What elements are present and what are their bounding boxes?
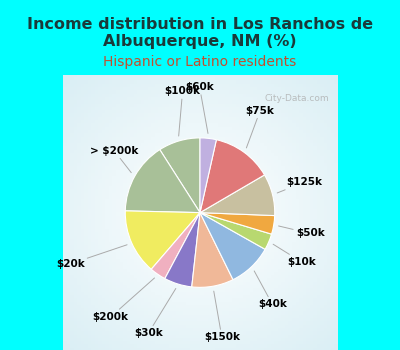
Text: $30k: $30k	[134, 288, 176, 338]
Wedge shape	[125, 150, 200, 212]
Text: $40k: $40k	[254, 271, 287, 309]
Wedge shape	[125, 211, 200, 269]
Wedge shape	[200, 212, 275, 234]
Text: $10k: $10k	[273, 244, 316, 267]
Wedge shape	[200, 212, 265, 280]
Text: $75k: $75k	[246, 106, 275, 148]
Text: City-Data.com: City-Data.com	[264, 94, 329, 104]
Wedge shape	[165, 212, 200, 287]
Wedge shape	[192, 212, 233, 287]
Text: $150k: $150k	[204, 291, 240, 342]
Wedge shape	[200, 138, 216, 212]
Text: > $200k: > $200k	[90, 146, 138, 173]
Text: $125k: $125k	[277, 177, 323, 193]
Text: $100k: $100k	[164, 86, 200, 136]
Wedge shape	[200, 212, 272, 249]
Wedge shape	[200, 175, 275, 216]
Text: Income distribution in Los Ranchos de
Albuquerque, NM (%): Income distribution in Los Ranchos de Al…	[27, 16, 373, 49]
Text: $50k: $50k	[278, 226, 325, 238]
Text: Hispanic or Latino residents: Hispanic or Latino residents	[103, 55, 297, 69]
Wedge shape	[160, 138, 200, 212]
Text: $200k: $200k	[93, 278, 154, 322]
Text: $20k: $20k	[56, 245, 127, 269]
Text: $60k: $60k	[185, 82, 214, 133]
Wedge shape	[200, 140, 264, 212]
Wedge shape	[151, 212, 200, 279]
